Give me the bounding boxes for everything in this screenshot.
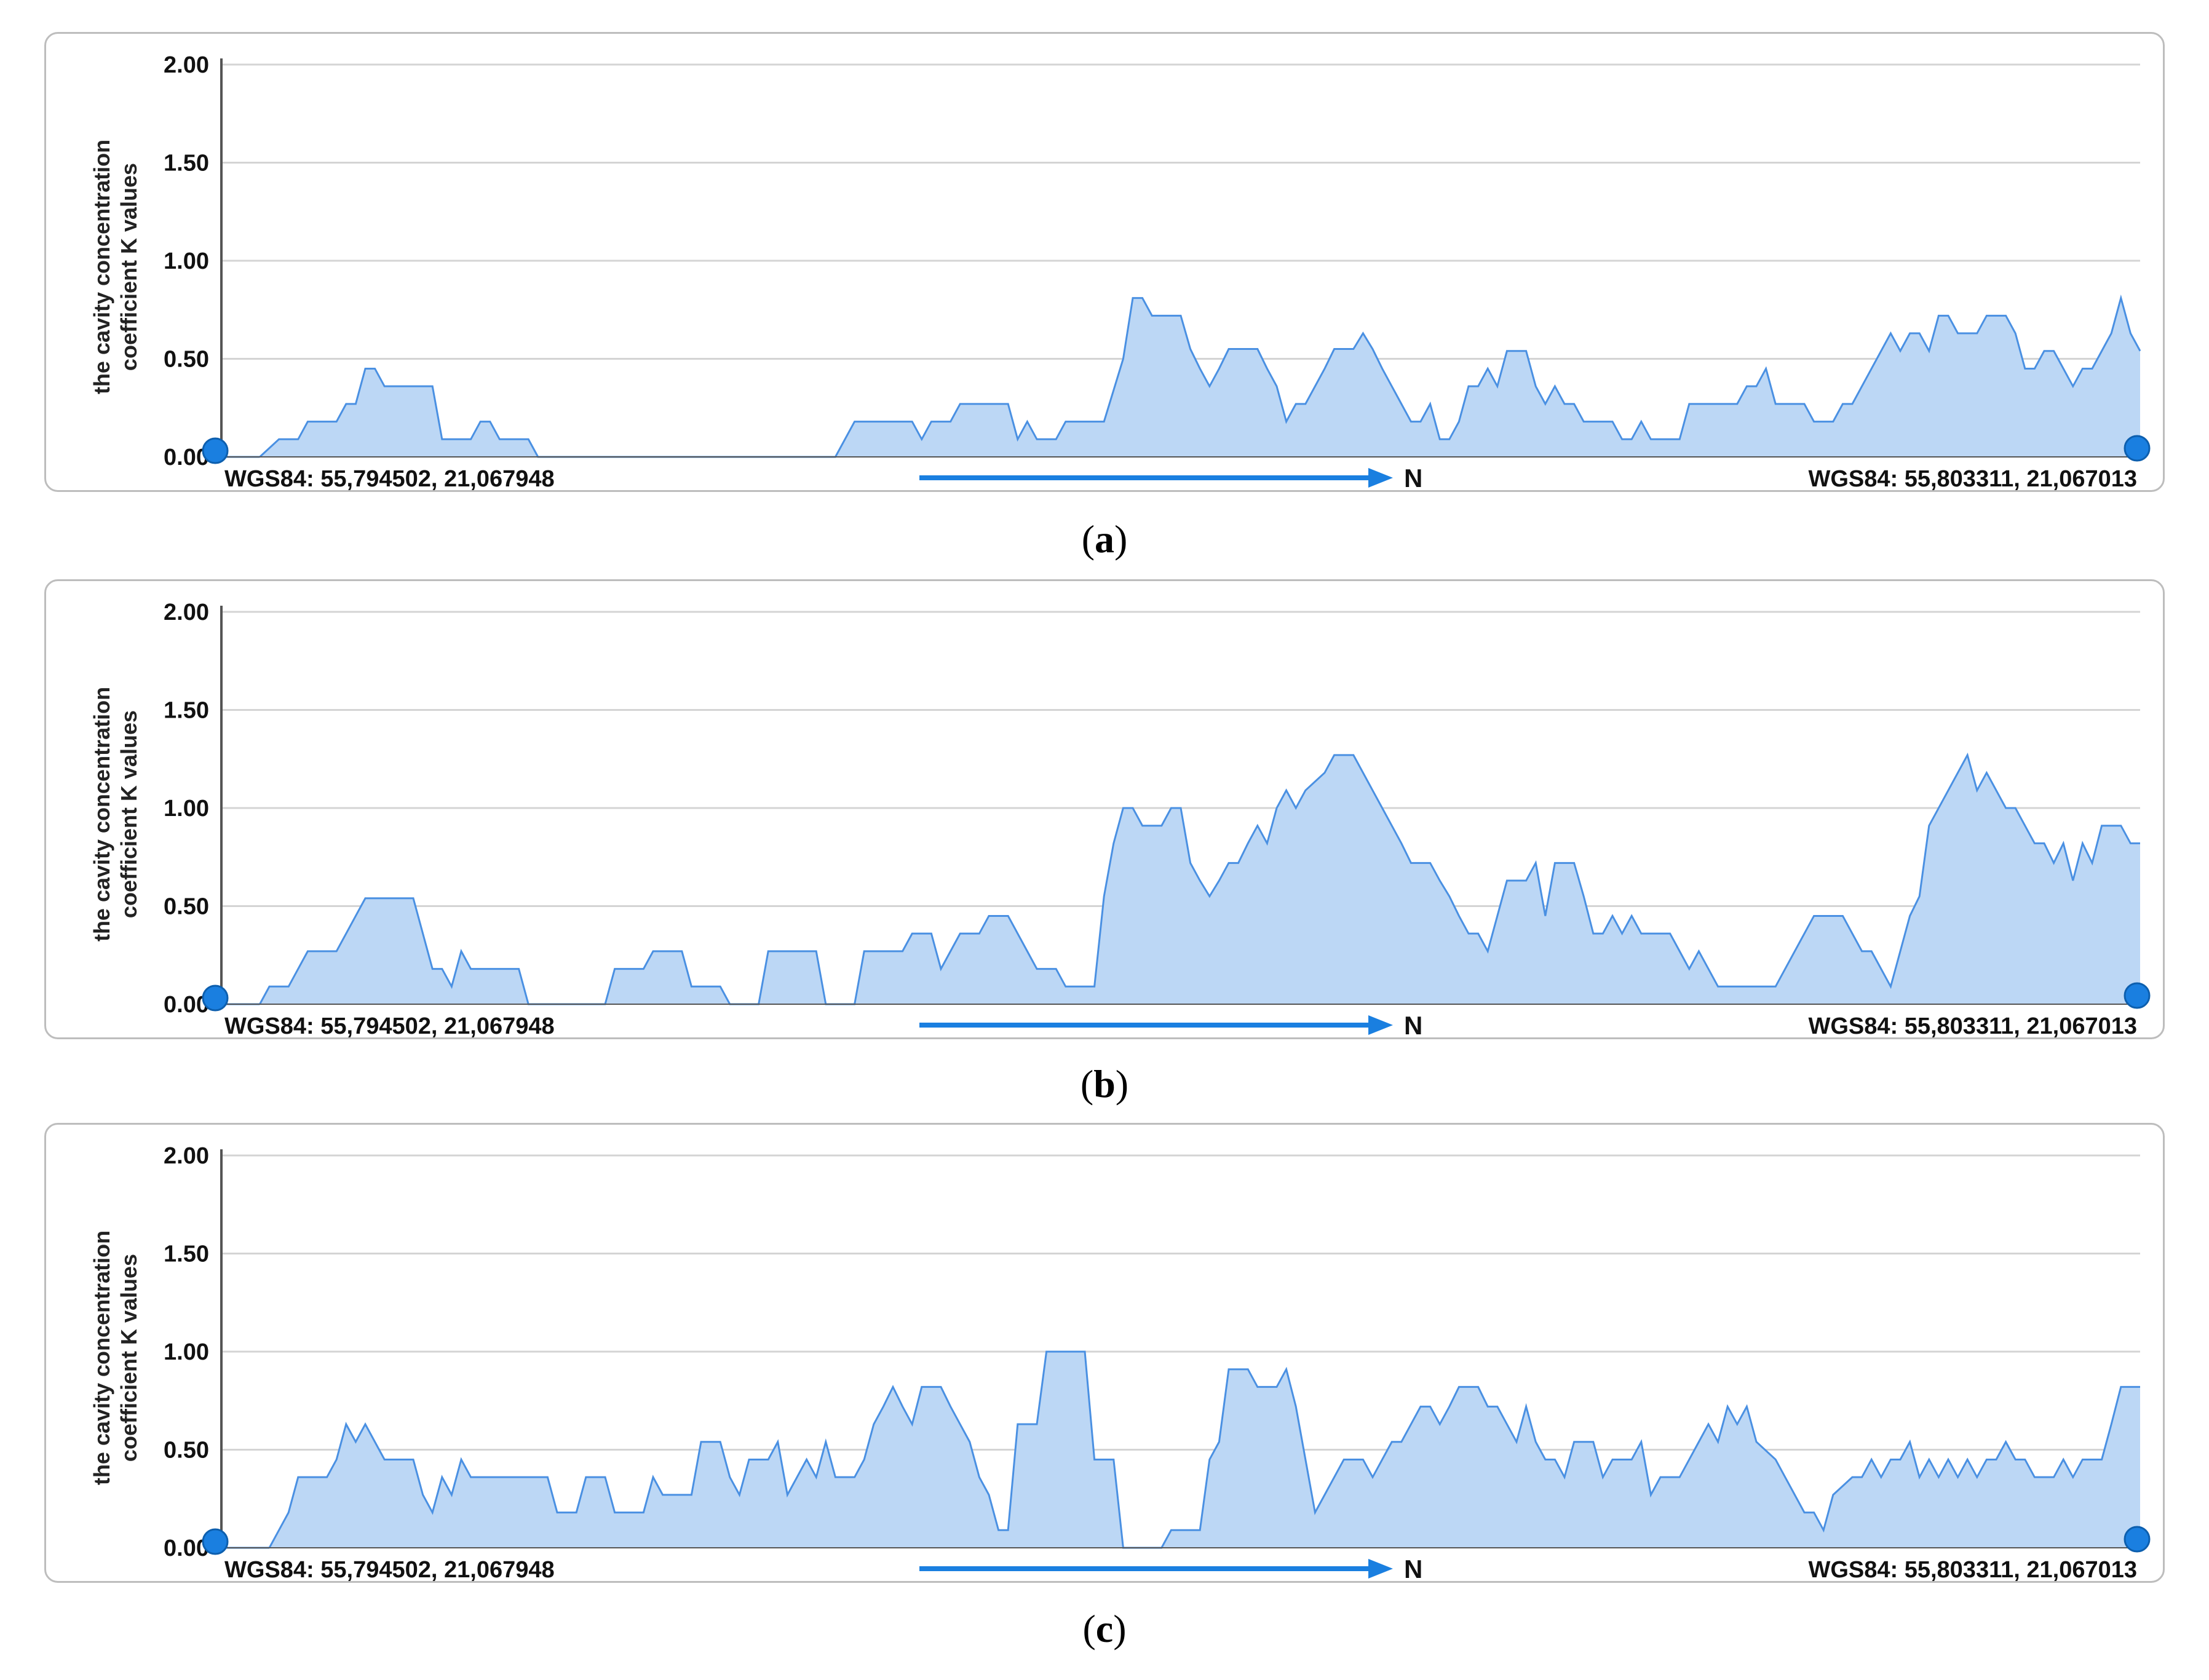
direction-label: N xyxy=(1404,1555,1422,1583)
end-coordinate-label: WGS84: 55,803311, 21,067013 xyxy=(1808,1013,2137,1039)
start-point-marker xyxy=(202,437,229,464)
chart-panel-b: 0.00 0.50 1.00 1.50 2.00 the cavity concentra… xyxy=(44,579,2165,1040)
chart-svg-c: 0.00 0.50 1.00 1.50 2.00 the cavity concentra… xyxy=(89,1143,2151,1583)
start-point-marker xyxy=(202,1528,229,1555)
y-tick-label: 0.00 xyxy=(164,1535,209,1561)
y-axis-title-line: coefficient K values xyxy=(116,710,141,918)
series-line xyxy=(259,294,2141,458)
series-line xyxy=(268,1350,2140,1549)
y-axis-title: the cavity concentrationcoefficient K va… xyxy=(89,140,141,394)
series-area xyxy=(269,1352,2140,1548)
y-tick-label: 1.00 xyxy=(164,796,209,822)
chart-panel-c: 0.00 0.50 1.00 1.50 2.00 the cavity concentra… xyxy=(44,1123,2165,1583)
y-axis-title: the cavity concentrationcoefficient K va… xyxy=(89,687,141,941)
y-axis-title-line: coefficient K values xyxy=(116,1254,141,1462)
start-point-marker xyxy=(202,985,229,1012)
panel-caption-a: (a) xyxy=(1081,517,1128,561)
end-point-marker xyxy=(2124,1526,2151,1553)
series-line xyxy=(259,752,2140,1005)
panel-caption-letter: c xyxy=(1095,1607,1114,1650)
panel-caption-c: (c) xyxy=(1082,1607,1127,1650)
y-tick-label: 0.00 xyxy=(164,992,209,1018)
panel-caption-b: (b) xyxy=(1080,1062,1129,1106)
series-area xyxy=(260,755,2141,1004)
y-tick-label: 1.00 xyxy=(164,1339,209,1365)
y-axis-title-line: the cavity concentration xyxy=(89,687,114,941)
series-area xyxy=(260,298,2141,457)
y-axis-title-line: the cavity concentration xyxy=(89,1230,114,1485)
y-tick-label: 0.50 xyxy=(164,1438,209,1464)
direction-arrow-head xyxy=(1368,468,1393,488)
panel-caption-letter: b xyxy=(1093,1062,1116,1106)
y-tick-label: 2.00 xyxy=(164,600,209,625)
end-point-marker xyxy=(2124,982,2151,1009)
end-coordinate-label: WGS84: 55,803311, 21,067013 xyxy=(1808,466,2137,492)
y-tick-label: 1.50 xyxy=(164,1242,209,1267)
start-coordinate-label: WGS84: 55,794502, 21,067948 xyxy=(224,1013,555,1039)
y-tick-label: 1.50 xyxy=(164,151,209,176)
y-tick-label: 2.00 xyxy=(164,1143,209,1169)
y-tick-label: 2.00 xyxy=(164,52,209,78)
y-tick-label: 1.50 xyxy=(164,698,209,724)
y-axis-title: the cavity concentrationcoefficient K va… xyxy=(89,1230,141,1485)
chart-panel-a: 0.00 0.50 1.00 1.50 2.00 the cavity concentra… xyxy=(44,32,2165,493)
chart-svg-a: 0.00 0.50 1.00 1.50 2.00 the cavity concentra… xyxy=(89,52,2151,493)
direction-label: N xyxy=(1404,1011,1422,1040)
y-tick-label: 0.50 xyxy=(164,347,209,373)
y-axis-title-line: coefficient K values xyxy=(116,163,141,371)
y-tick-label: 1.00 xyxy=(164,248,209,274)
direction-label: N xyxy=(1404,464,1422,493)
y-tick-label: 0.00 xyxy=(164,445,209,470)
end-coordinate-label: WGS84: 55,803311, 21,067013 xyxy=(1808,1557,2137,1583)
chart-svg-b: 0.00 0.50 1.00 1.50 2.00 the cavity concentra… xyxy=(89,600,2151,1040)
y-tick-label: 0.50 xyxy=(164,894,209,920)
y-axis-title-line: the cavity concentration xyxy=(89,140,114,394)
end-point-marker xyxy=(2124,435,2151,462)
panel-caption-letter: a xyxy=(1095,517,1114,561)
start-coordinate-label: WGS84: 55,794502, 21,067948 xyxy=(224,1557,555,1583)
direction-arrow-head xyxy=(1368,1559,1393,1579)
start-coordinate-label: WGS84: 55,794502, 21,067948 xyxy=(224,466,555,492)
direction-arrow-head xyxy=(1368,1015,1393,1035)
